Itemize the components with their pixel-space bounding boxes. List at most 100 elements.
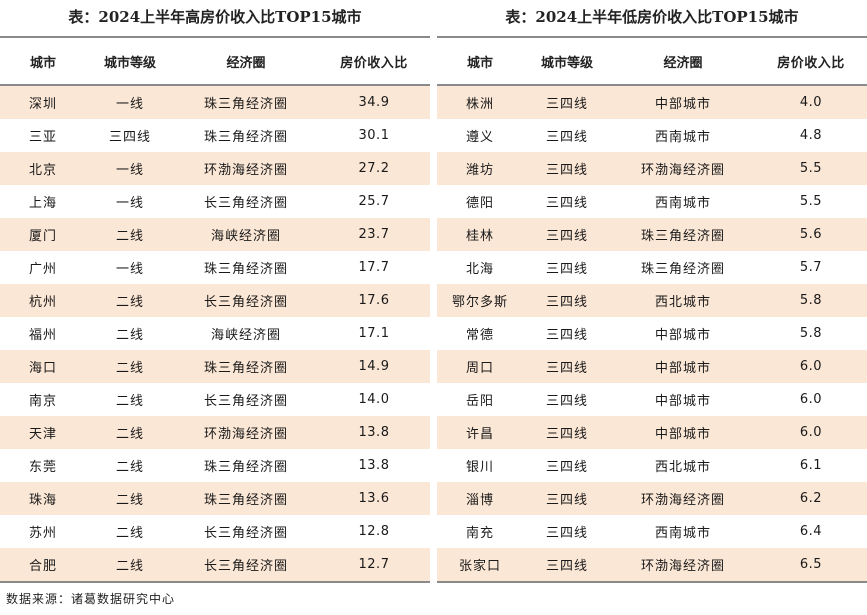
- city-tier-cell: 二线: [115, 361, 144, 376]
- economic-zone-cell: 环渤海经济圈: [640, 163, 725, 178]
- city-cell: 株洲: [465, 97, 494, 112]
- city-cell: 桂林: [465, 229, 494, 244]
- price-income-ratio-cell: 5.5: [799, 194, 823, 209]
- economic-zone-cell: 中部城市: [654, 97, 711, 112]
- table-row: 北京 一线 环渤海经济圈 27.2: [0, 152, 430, 185]
- table-row: 遵义 三四线 西南城市 4.8: [437, 119, 867, 152]
- price-income-ratio-cell: 5.8: [799, 293, 823, 308]
- economic-zone-cell: 长三角经济圈: [203, 526, 288, 541]
- city-tier-cell: 三四线: [545, 130, 588, 145]
- price-income-ratio-cell: 14.0: [358, 392, 390, 407]
- price-income-ratio-cell: 17.1: [358, 326, 390, 341]
- city-cell: 周口: [465, 361, 494, 376]
- economic-zone-cell: 西南城市: [654, 196, 711, 211]
- city-tier-cell: 二线: [115, 295, 144, 310]
- city-cell: 三亚: [28, 130, 57, 145]
- table-row: 桂林 三四线 珠三角经济圈 5.6: [437, 218, 867, 251]
- economic-zone-cell: 环渤海经济圈: [640, 559, 725, 574]
- price-income-ratio-cell: 6.4: [799, 524, 823, 539]
- city-cell: 南京: [28, 394, 57, 409]
- low-ratio-table-header: 城市 城市等级 经济圈 房价收入比: [437, 36, 867, 86]
- price-income-ratio-cell: 5.5: [799, 161, 823, 176]
- table-row: 常德 三四线 中部城市 5.8: [437, 317, 867, 350]
- city-tier-cell: 一线: [115, 262, 144, 277]
- table-row: 合肥 二线 长三角经济圈 12.7: [0, 548, 430, 581]
- price-income-ratio-cell: 13.8: [358, 425, 390, 440]
- economic-zone-cell: 长三角经济圈: [203, 196, 288, 211]
- low-ratio-panel: 表：2024上半年低房价收入比TOP15城市 城市 城市等级 经济圈 房价收入比…: [437, 0, 867, 583]
- economic-zone-cell: 中部城市: [654, 361, 711, 376]
- table-row: 鄂尔多斯 三四线 西北城市 5.8: [437, 284, 867, 317]
- city-cell: 杭州: [28, 295, 57, 310]
- city-cell: 淄博: [465, 493, 494, 508]
- city-cell: 天津: [28, 427, 57, 442]
- economic-zone-cell: 环渤海经济圈: [203, 427, 288, 442]
- price-income-ratio-cell: 23.7: [358, 227, 390, 242]
- city-tier-cell: 三四线: [545, 97, 588, 112]
- price-income-ratio-cell: 6.0: [799, 359, 823, 374]
- economic-zone-cell: 环渤海经济圈: [640, 493, 725, 508]
- high-ratio-table-title: 表：2024上半年高房价收入比TOP15城市: [68, 8, 362, 26]
- city-cell: 银川: [465, 460, 494, 475]
- table-row: 苏州 二线 长三角经济圈 12.8: [0, 515, 430, 548]
- high-ratio-table-body: 深圳 一线 珠三角经济圈 34.9 三亚 三四线珠三角经济圈 30.1 北京 一线 环渤海经济圈 2…: [0, 86, 430, 583]
- economic-zone-cell: 西南城市: [654, 526, 711, 541]
- city-tier-cell: 一线: [115, 97, 144, 112]
- city-tier-cell: 二线: [115, 460, 144, 475]
- city-tier-cell: 二线: [115, 526, 144, 541]
- city-cell: 海口: [28, 361, 57, 376]
- price-income-ratio-cell: 6.0: [799, 392, 823, 407]
- economic-zone-cell: 长三角经济圈: [203, 394, 288, 409]
- price-income-ratio-cell: 30.1: [358, 128, 390, 143]
- economic-zone-cell: 长三角经济圈: [203, 295, 288, 310]
- price-income-ratio-cell: 5.7: [799, 260, 823, 275]
- header-city: 城市: [466, 55, 493, 71]
- table-row: 深圳 一线 珠三角经济圈 34.9: [0, 86, 430, 119]
- table-row: 张家口 三四线 环渤海经济圈 6.5: [437, 548, 867, 581]
- price-income-ratio-cell: 12.7: [358, 557, 390, 572]
- price-income-ratio-cell: 4.0: [799, 95, 823, 110]
- city-tier-cell: 二线: [115, 493, 144, 508]
- table-row: 北海 三四线 珠三角经济圈 5.7: [437, 251, 867, 284]
- economic-zone-cell: 西南城市: [654, 130, 711, 145]
- city-cell: 许昌: [465, 427, 494, 442]
- economic-zone-cell: 长三角经济圈: [203, 559, 288, 574]
- economic-zone-cell: 珠三角经济圈: [203, 262, 288, 277]
- table-row: 厦门 二线 海峡经济圈 23.7: [0, 218, 430, 251]
- data-source-note: 数据来源：诸葛数据研究中心: [6, 592, 176, 606]
- city-cell: 张家口: [458, 559, 501, 574]
- price-income-ratio-cell: 6.5: [799, 557, 823, 572]
- city-cell: 广州: [28, 262, 57, 277]
- price-income-ratio-cell: 14.9: [358, 359, 390, 374]
- economic-zone-cell: 西北城市: [654, 460, 711, 475]
- header-economic-zone: 经济圈: [663, 55, 703, 71]
- price-income-ratio-cell: 6.1: [799, 458, 823, 473]
- price-income-ratio-cell: 13.6: [358, 491, 390, 506]
- city-tier-cell: 一线: [115, 163, 144, 178]
- city-cell: 厦门: [28, 229, 57, 244]
- economic-zone-cell: 珠三角经济圈: [203, 460, 288, 475]
- table-row: 杭州 二线 长三角经济圈 17.6: [0, 284, 430, 317]
- low-ratio-table-title: 表：2024上半年低房价收入比TOP15城市: [505, 8, 799, 26]
- economic-zone-cell: 海峡经济圈: [210, 328, 281, 343]
- economic-zone-cell: 珠三角经济圈: [640, 262, 725, 277]
- header-price-income-ratio: 房价收入比: [777, 55, 845, 71]
- table-row: 德阳 三四线 西南城市 5.5: [437, 185, 867, 218]
- table-row: 广州 一线 珠三角经济圈 17.7: [0, 251, 430, 284]
- economic-zone-cell: 中部城市: [654, 394, 711, 409]
- city-tier-cell: 三四线: [545, 196, 588, 211]
- table-row: 潍坊 三四线 环渤海经济圈 5.5: [437, 152, 867, 185]
- city-tier-cell: 三四线: [545, 295, 588, 310]
- table-row: 岳阳 三四线 中部城市 6.0: [437, 383, 867, 416]
- city-cell: 遵义: [465, 130, 494, 145]
- city-cell: 东莞: [28, 460, 57, 475]
- header-city-tier: 城市等级: [540, 55, 593, 71]
- city-tier-cell: 三四线: [545, 262, 588, 277]
- city-cell: 鄂尔多斯: [451, 295, 508, 310]
- city-tier-cell: 三四线: [545, 526, 588, 541]
- high-ratio-panel: 表：2024上半年高房价收入比TOP15城市 城市 城市等级 经济圈 房价收入比…: [0, 0, 430, 583]
- table-row: 三亚 三四线 珠三角经济圈 30.1: [0, 119, 430, 152]
- table-row: 周口 三四线 中部城市 6.0: [437, 350, 867, 383]
- city-cell: 合肥: [28, 559, 57, 574]
- city-tier-cell: 三四线: [108, 130, 151, 145]
